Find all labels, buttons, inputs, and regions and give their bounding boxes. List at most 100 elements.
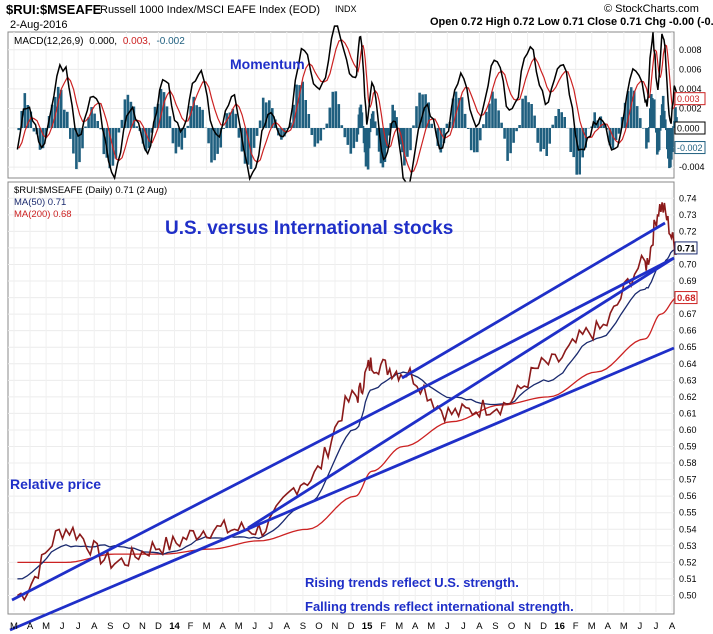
macd-legend: MACD(12,26,9) 0.000, 0.003, -0.002: [14, 36, 185, 47]
macd-histogram-bar: [545, 128, 548, 156]
macd-histogram-bar: [126, 94, 130, 128]
price-y-tick: 0.53: [679, 541, 697, 551]
macd-histogram-bar: [506, 128, 509, 161]
x-tick-label: O: [508, 621, 515, 632]
x-tick-label: M: [588, 621, 596, 632]
macd-histogram-bar: [473, 128, 476, 153]
macd-histogram-bar: [639, 118, 642, 128]
x-tick-label: F: [188, 621, 194, 632]
macd-histogram-bar: [331, 91, 335, 128]
legend-price: $RUI:$MSEAFE (Daily) 0.71 (2 Aug): [14, 185, 167, 196]
macd-histogram-bar: [93, 113, 96, 128]
price-y-tick: 0.50: [679, 590, 697, 600]
macd-histogram-bar: [635, 106, 639, 128]
macd-y-tick: 0.002: [679, 103, 702, 113]
macd-histogram-bar: [412, 125, 415, 128]
macd-histogram-bar: [533, 115, 536, 128]
price-y-tick: 0.59: [679, 442, 697, 452]
macd-histogram-bar: [165, 106, 169, 128]
macd-histogram-bar: [356, 128, 360, 135]
macd-histogram-bar: [249, 128, 253, 169]
price-panel: 0.50 0.51 0.52 0.53 0.54 0.55 0.56 0.57 0.58 0.59…: [7, 181, 698, 632]
macd-histogram-bar: [596, 120, 599, 128]
macd-histogram-bar: [664, 119, 667, 128]
macd-histogram-bar: [611, 128, 615, 149]
macd-histogram-bar: [373, 121, 377, 128]
macd-histogram-bar: [632, 90, 636, 128]
macd-histogram-bar: [385, 128, 389, 149]
ohlc-readout: Open 0.72 High 0.72 Low 0.71 Close 0.71 …: [430, 16, 713, 28]
macd-histogram-bar: [283, 128, 286, 137]
macd-histogram-bar: [572, 128, 575, 158]
macd-histogram-bar: [298, 85, 301, 128]
macd-histogram-bar: [377, 128, 381, 152]
x-tick-label: O: [315, 621, 322, 632]
macd-histogram-bar: [642, 128, 645, 129]
macd-histogram-bar: [310, 128, 314, 135]
macd-histogram-bar: [29, 111, 33, 128]
x-tick-label: M: [203, 621, 211, 632]
macd-y-tick: 0.006: [679, 64, 702, 74]
price-legend: $RUI:$MSEAFE (Daily) 0.71 (2 Aug) MA(50)…: [14, 185, 167, 220]
macd-histogram-bar: [84, 126, 87, 128]
macd-histogram-bar: [234, 113, 238, 128]
x-tick-label: M: [10, 621, 18, 632]
macd-value-tag: [674, 92, 706, 106]
macd-histogram-bar: [78, 128, 81, 163]
macd-histogram-bar: [371, 111, 375, 128]
macd-histogram-bar: [512, 128, 515, 143]
macd-histogram-bar: [548, 128, 551, 144]
x-tick-label: A: [284, 621, 291, 632]
macd-histogram-bar: [17, 128, 20, 131]
macd-histogram-bar: [608, 128, 612, 146]
description: Russell 1000 Index/MSCI EAFE Index (EOD): [100, 4, 321, 16]
trendline: [9, 346, 675, 632]
macd-line: [16, 25, 678, 188]
x-tick-label: S: [300, 621, 306, 632]
macd-histogram-bar: [32, 128, 36, 132]
price-y-tick: 0.70: [679, 259, 697, 269]
macd-histogram-bar: [75, 128, 78, 170]
relative-price-label: Relative price: [10, 476, 101, 492]
macd-signal-line: [18, 39, 679, 173]
macd-histogram-bar: [415, 106, 418, 128]
macd-histogram-bar: [445, 123, 449, 128]
macd-histogram-bar: [168, 116, 172, 128]
macd-histogram-bar: [551, 124, 554, 128]
macd-histogram-bar: [304, 100, 307, 128]
price-y-tick: 0.56: [679, 491, 697, 501]
macd-histogram-bar: [503, 128, 506, 139]
note-line-2: Falling trends reflect international str…: [305, 599, 574, 614]
macd-y-tick: 0.008: [679, 45, 702, 55]
macd-histogram-bar: [271, 108, 274, 128]
macd-histogram-bar: [246, 128, 250, 165]
macd-histogram-bar: [399, 128, 402, 145]
x-tick-label: J: [76, 621, 81, 632]
macd-histogram-bar: [207, 128, 210, 144]
x-tick-label: N: [332, 621, 339, 632]
macd-histogram-bar: [63, 109, 66, 128]
x-axis-labels: M A M J J A S O N D 14 F M A M J J A S O N D 15 F M A M J J A S O N D 16 F M…: [10, 621, 676, 632]
macd-histogram-bar: [183, 128, 187, 138]
macd-y-tick: 0.004: [679, 84, 702, 94]
macd-histogram-bar: [581, 128, 584, 158]
macd-histogram-bar: [144, 128, 148, 152]
macd-histogram-bar: [325, 123, 329, 128]
macd-histogram-bar: [578, 128, 581, 175]
macd-histogram-bar: [563, 117, 566, 128]
x-tick-label: A: [412, 621, 419, 632]
macd-histogram-bar: [421, 94, 424, 128]
macd-histogram-bar: [658, 128, 662, 131]
macd-histogram-bar: [671, 128, 674, 152]
macd-histogram-bar: [337, 104, 341, 128]
macd-histogram-bar: [442, 128, 446, 144]
macd-histogram-bar: [38, 128, 42, 150]
x-tick-label: F: [380, 621, 386, 632]
macd-histogram-bar: [102, 128, 106, 155]
macd-histogram-bar: [301, 81, 304, 128]
macd-histogram-bar: [391, 104, 394, 128]
trendline: [401, 221, 666, 380]
macd-grid: [8, 32, 674, 170]
macd-histogram-bar: [114, 128, 118, 159]
macd-histogram-bar: [530, 104, 533, 128]
